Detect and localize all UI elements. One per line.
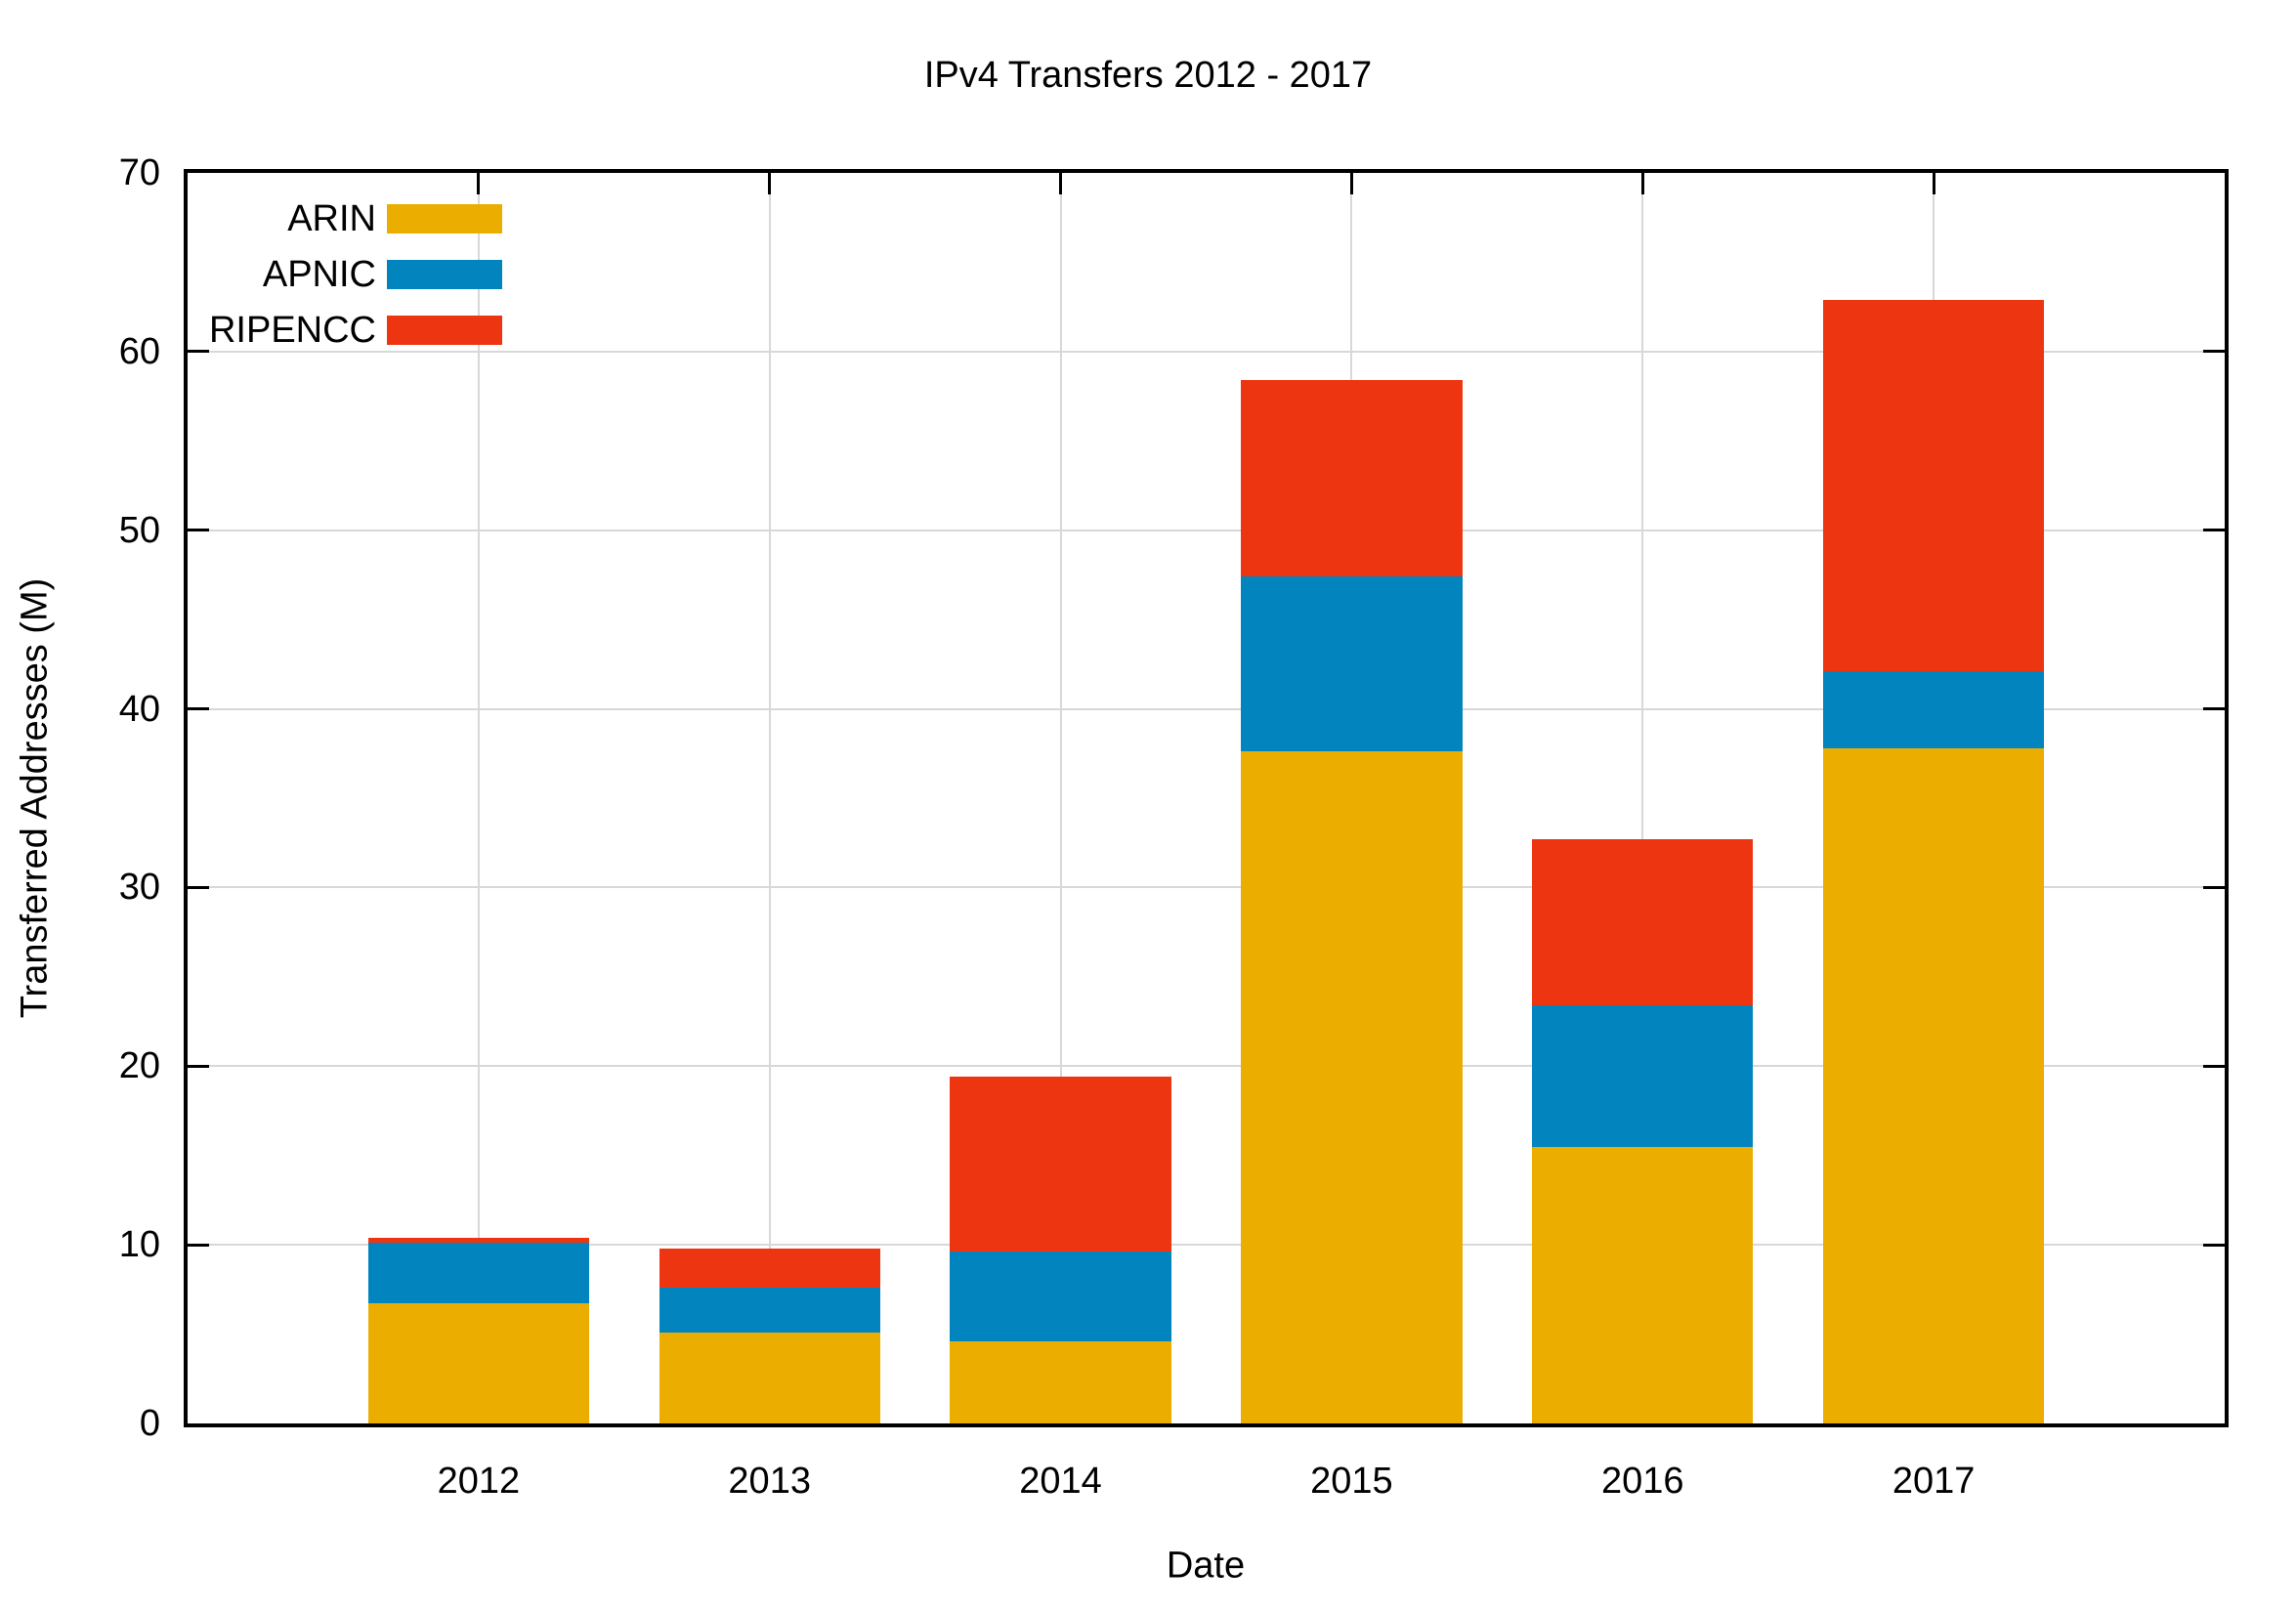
x-axis-label: Date bbox=[1166, 1545, 1246, 1587]
bar-segment-apnic bbox=[1532, 1005, 1754, 1147]
y-tick-label: 40 bbox=[118, 688, 160, 730]
y-tick-label: 20 bbox=[118, 1045, 160, 1087]
gridline-horizontal bbox=[188, 350, 2225, 353]
bar-segment-apnic bbox=[367, 1243, 590, 1304]
y-tick-label: 70 bbox=[118, 152, 160, 193]
y-tick-right bbox=[2203, 350, 2225, 354]
bar-segment-arin bbox=[1822, 747, 2045, 1423]
gridline-vertical bbox=[1641, 173, 1644, 1423]
bar-segment-ripencc bbox=[950, 1077, 1171, 1252]
y-tick-left bbox=[188, 529, 209, 532]
bar-segment-ripencc bbox=[1532, 839, 1754, 1006]
y-tick-label: 10 bbox=[118, 1224, 160, 1266]
y-tick-right bbox=[2203, 1064, 2225, 1068]
y-tick-left bbox=[188, 885, 209, 889]
legend-swatch bbox=[387, 204, 502, 233]
bar-segment-arin bbox=[1532, 1146, 1754, 1423]
bar-segment-ripencc bbox=[1822, 299, 2045, 672]
x-tick-label: 2016 bbox=[1601, 1461, 1684, 1502]
x-tick-top bbox=[1059, 173, 1063, 194]
legend-swatch bbox=[387, 260, 502, 289]
gridline-vertical bbox=[1059, 173, 1062, 1423]
y-tick-left bbox=[188, 707, 209, 711]
bar-segment-apnic bbox=[950, 1251, 1171, 1341]
y-tick-left bbox=[188, 1243, 209, 1247]
y-tick-label: 60 bbox=[118, 330, 160, 372]
y-tick-right bbox=[2203, 707, 2225, 711]
x-tick-top bbox=[1640, 173, 1644, 194]
bar-segment-arin bbox=[1241, 751, 1463, 1423]
bar-segment-ripencc bbox=[367, 1237, 590, 1244]
x-tick-label: 2013 bbox=[728, 1461, 811, 1502]
legend-label: RIPENCC bbox=[208, 309, 376, 351]
gridline-horizontal bbox=[188, 1065, 2225, 1068]
y-tick-label: 50 bbox=[118, 509, 160, 551]
chart-title: IPv4 Transfers 2012 - 2017 bbox=[923, 55, 1373, 96]
bar-segment-ripencc bbox=[659, 1248, 880, 1289]
y-tick-label: 30 bbox=[118, 867, 160, 909]
bar-segment-apnic bbox=[1241, 576, 1463, 752]
legend-row-ripencc: RIPENCC bbox=[194, 310, 502, 351]
plot-area: ARIN APNIC RIPENCC 0 10 20 30 40 50 60 70 2012 2013… bbox=[119, 152, 2229, 1502]
x-tick-top bbox=[1932, 173, 1935, 194]
legend-label: APNIC bbox=[262, 253, 376, 295]
bar-segment-arin bbox=[659, 1332, 880, 1423]
gridline-horizontal bbox=[188, 1244, 2225, 1247]
legend-swatch bbox=[387, 316, 502, 345]
x-tick-top bbox=[768, 173, 772, 194]
gridline-vertical bbox=[768, 173, 771, 1423]
x-tick-label: 2015 bbox=[1310, 1461, 1393, 1502]
x-tick-label: 2014 bbox=[1019, 1461, 1102, 1502]
bar-segment-arin bbox=[367, 1303, 590, 1423]
bar-segment-ripencc bbox=[1241, 380, 1463, 577]
x-tick-top bbox=[1349, 173, 1353, 194]
x-tick-top bbox=[477, 173, 481, 194]
y-tick-right bbox=[2203, 885, 2225, 889]
y-tick-left bbox=[188, 1064, 209, 1068]
bar-segment-arin bbox=[950, 1340, 1171, 1423]
x-tick-label: 2017 bbox=[1892, 1461, 1976, 1502]
y-tick-label: 0 bbox=[139, 1403, 160, 1444]
bar-segment-apnic bbox=[1822, 671, 2045, 748]
legend-row-apnic: APNIC bbox=[194, 254, 502, 295]
gridline-vertical bbox=[477, 173, 480, 1423]
gridline-horizontal bbox=[188, 529, 2225, 531]
gridline-horizontal bbox=[188, 707, 2225, 710]
legend-label: ARIN bbox=[287, 197, 376, 239]
gridline-horizontal bbox=[188, 886, 2225, 889]
y-axis-label: Transferred Addresses (M) bbox=[14, 577, 56, 1019]
y-tick-left bbox=[188, 350, 209, 354]
y-tick-right bbox=[2203, 1243, 2225, 1247]
legend-row-arin: ARIN bbox=[194, 198, 502, 239]
y-tick-right bbox=[2203, 529, 2225, 532]
x-tick-label: 2012 bbox=[437, 1461, 521, 1502]
legend: ARIN APNIC RIPENCC bbox=[194, 198, 502, 371]
bar-segment-apnic bbox=[659, 1288, 880, 1333]
